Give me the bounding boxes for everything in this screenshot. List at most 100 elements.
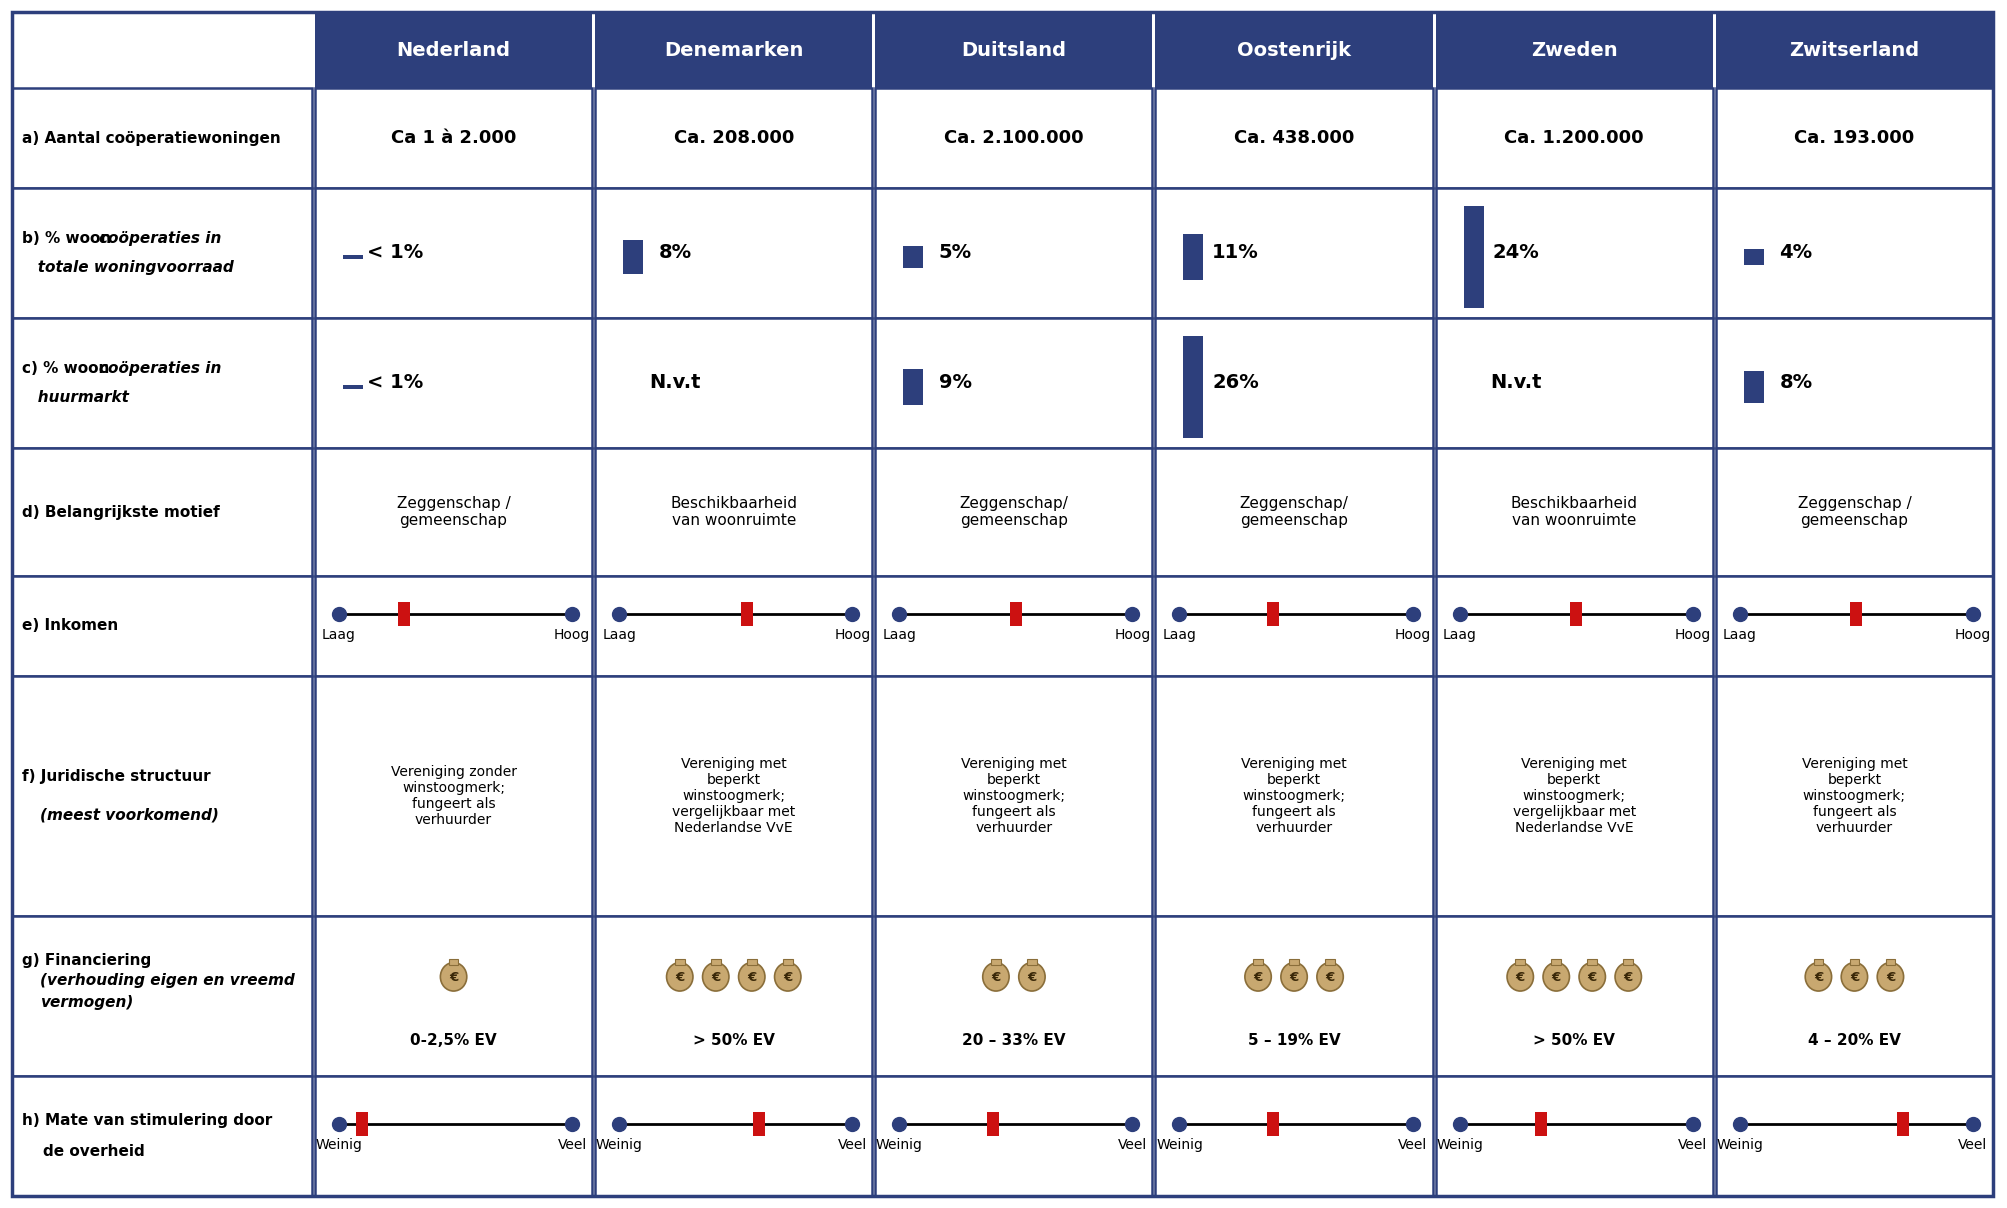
- Bar: [1742, 249, 1762, 266]
- Text: Veel: Veel: [837, 1138, 867, 1152]
- Bar: [1154, 188, 1431, 318]
- Bar: [1714, 1076, 1993, 1196]
- Text: Veel: Veel: [1397, 1138, 1427, 1152]
- Text: €: €: [450, 971, 458, 983]
- Bar: [875, 676, 1152, 916]
- Bar: [594, 88, 871, 188]
- Ellipse shape: [440, 963, 466, 991]
- Bar: [903, 370, 923, 405]
- Ellipse shape: [1840, 963, 1867, 991]
- Text: 5 – 19% EV: 5 – 19% EV: [1246, 1033, 1341, 1049]
- Text: Laag: Laag: [1722, 628, 1756, 641]
- Text: 4 – 20% EV: 4 – 20% EV: [1806, 1033, 1901, 1049]
- Text: €: €: [1812, 971, 1822, 983]
- Text: g) Financiering: g) Financiering: [22, 953, 151, 968]
- Bar: [1535, 1113, 1547, 1136]
- Bar: [594, 576, 871, 676]
- Bar: [903, 246, 923, 267]
- Bar: [12, 1076, 311, 1196]
- Bar: [594, 318, 871, 448]
- Text: < 1%: < 1%: [367, 373, 423, 393]
- Text: Zeggenschap /
gemeenschap: Zeggenschap / gemeenschap: [397, 495, 510, 528]
- Text: €: €: [1885, 971, 1895, 983]
- Text: Weinig: Weinig: [315, 1138, 361, 1152]
- Text: c) % woon: c) % woon: [22, 361, 108, 376]
- Bar: [1714, 88, 1993, 188]
- Text: > 50% EV: > 50% EV: [692, 1033, 775, 1049]
- Bar: [1154, 318, 1431, 448]
- Bar: [1266, 602, 1278, 626]
- Text: coöperaties in: coöperaties in: [98, 361, 221, 376]
- Text: > 50% EV: > 50% EV: [1533, 1033, 1614, 1049]
- Text: vermogen): vermogen): [40, 995, 132, 1010]
- Bar: [1622, 959, 1632, 965]
- Text: Hoog: Hoog: [1674, 628, 1710, 641]
- Text: b) % woon: b) % woon: [22, 231, 110, 246]
- Bar: [12, 576, 311, 676]
- Bar: [875, 318, 1152, 448]
- Text: N.v.t: N.v.t: [648, 373, 700, 393]
- Bar: [594, 448, 871, 576]
- Bar: [1588, 959, 1596, 965]
- Bar: [747, 959, 757, 965]
- Bar: [315, 916, 592, 1076]
- Bar: [875, 576, 1152, 676]
- Bar: [397, 602, 409, 626]
- Text: a) Aantal coöperatiewoningen: a) Aantal coöperatiewoningen: [22, 130, 281, 145]
- Bar: [1154, 1076, 1431, 1196]
- Text: €: €: [747, 971, 757, 983]
- Text: 4%: 4%: [1778, 244, 1812, 262]
- Text: €: €: [674, 971, 684, 983]
- Text: €: €: [1515, 971, 1523, 983]
- Text: Laag: Laag: [321, 628, 355, 641]
- Text: Weinig: Weinig: [1716, 1138, 1762, 1152]
- Bar: [1010, 602, 1022, 626]
- Bar: [1435, 188, 1712, 318]
- Bar: [1551, 959, 1559, 965]
- Text: h) Mate van stimulering door: h) Mate van stimulering door: [22, 1113, 273, 1128]
- Bar: [315, 318, 592, 448]
- Bar: [1569, 602, 1582, 626]
- Text: €: €: [710, 971, 721, 983]
- Text: €: €: [1028, 971, 1036, 983]
- Bar: [1435, 318, 1712, 448]
- Bar: [1812, 959, 1822, 965]
- Bar: [1515, 959, 1523, 965]
- Bar: [875, 188, 1152, 318]
- Bar: [1897, 1113, 1909, 1136]
- Bar: [1266, 1113, 1278, 1136]
- Bar: [1850, 602, 1860, 626]
- Bar: [674, 959, 684, 965]
- Bar: [12, 318, 311, 448]
- Bar: [1288, 959, 1299, 965]
- Bar: [622, 240, 642, 274]
- Text: d) Belangrijkste motief: d) Belangrijkste motief: [22, 505, 219, 519]
- Text: Vereniging met
beperkt
winstoogmerk;
fungeert als
verhuurder: Vereniging met beperkt winstoogmerk; fun…: [1240, 756, 1347, 836]
- Text: Denemarken: Denemarken: [664, 41, 803, 59]
- Text: 5%: 5%: [939, 244, 971, 262]
- Bar: [343, 385, 363, 389]
- Bar: [1714, 318, 1993, 448]
- Text: €: €: [1624, 971, 1632, 983]
- Text: Weinig: Weinig: [596, 1138, 642, 1152]
- Ellipse shape: [1877, 963, 1903, 991]
- Bar: [1154, 916, 1431, 1076]
- Bar: [1182, 234, 1202, 280]
- Text: f) Juridische structuur: f) Juridische structuur: [22, 769, 211, 784]
- Ellipse shape: [1804, 963, 1830, 991]
- Ellipse shape: [739, 963, 765, 991]
- Text: Veel: Veel: [1118, 1138, 1146, 1152]
- Bar: [1154, 448, 1431, 576]
- Bar: [875, 88, 1152, 188]
- Text: Vereniging zonder
winstoogmerk;
fungeert als
verhuurder: Vereniging zonder winstoogmerk; fungeert…: [391, 765, 516, 827]
- Bar: [1154, 676, 1431, 916]
- Bar: [875, 12, 1152, 88]
- Bar: [594, 12, 871, 88]
- Ellipse shape: [1541, 963, 1569, 991]
- Text: 0-2,5% EV: 0-2,5% EV: [409, 1033, 496, 1049]
- Bar: [1714, 576, 1993, 676]
- Text: €: €: [783, 971, 793, 983]
- Text: Ca 1 à 2.000: Ca 1 à 2.000: [391, 129, 516, 147]
- Bar: [12, 188, 311, 318]
- Bar: [1435, 448, 1712, 576]
